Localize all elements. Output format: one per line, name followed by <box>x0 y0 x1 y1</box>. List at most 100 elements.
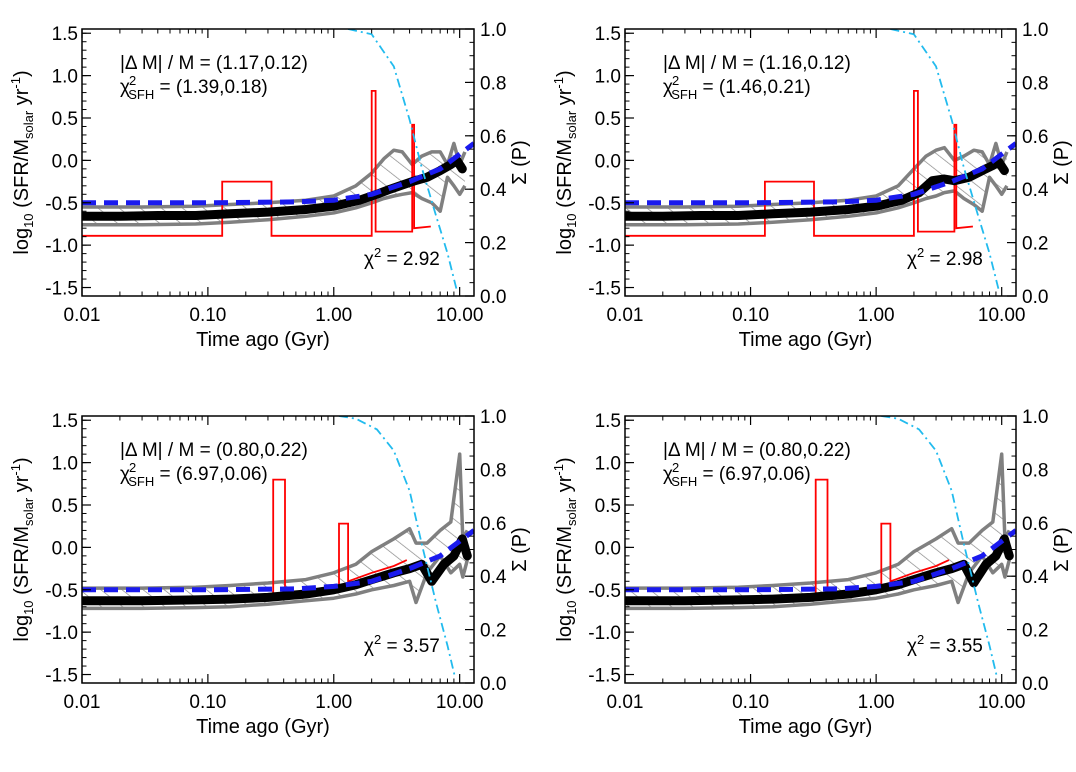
y-tick-label: 1.0 <box>52 67 78 88</box>
y-tick-label: 0.0 <box>595 538 621 559</box>
x-tick-label: 0.10 <box>732 692 769 713</box>
y-tick-label: -0.5 <box>45 194 78 215</box>
y2-axis-title: Σ (P) <box>509 140 531 185</box>
y2-tick-label: 1.0 <box>1022 20 1048 41</box>
x-tick-label: 10.00 <box>436 692 484 713</box>
x-tick-label: 10.00 <box>978 692 1026 713</box>
y-tick-label: 1.5 <box>595 24 621 45</box>
y2-tick-label: 0.6 <box>480 127 506 148</box>
y-tick-label: -0.5 <box>588 194 621 215</box>
band-lower-line <box>82 554 469 611</box>
y2-axis-title: Σ (P) <box>509 527 531 572</box>
model-fit-dashed-line <box>625 528 1016 593</box>
y2-tick-label: 1.0 <box>480 20 506 41</box>
chi2-annotation: χ2 = 3.57 <box>364 632 440 657</box>
y-tick-label: 1.0 <box>52 454 78 475</box>
mass-residual-annotation: |Δ M| / M = (1.17,0.12) <box>120 53 308 74</box>
y2-tick-label: 0.6 <box>1022 514 1048 535</box>
y2-tick-label: 0.2 <box>1022 621 1048 642</box>
y-tick-label: 0.0 <box>52 538 78 559</box>
mass-residual-annotation: |Δ M| / M = (0.80,0.22) <box>663 440 851 461</box>
y-tick-label: 0.5 <box>595 109 621 130</box>
mass-residual-annotation: |Δ M| / M = (1.16,0.12) <box>663 53 851 74</box>
y-tick-label: -0.5 <box>588 581 621 602</box>
y2-tick-label: 0.2 <box>480 621 506 642</box>
x-tick-label: 1.00 <box>858 305 895 326</box>
y-axis-title: log10 (SFR/Msolar yr-1) <box>551 457 579 641</box>
chi2-sfh-annotation: χ2 SFH = (1.46,0.21) <box>663 73 811 102</box>
model-fit-dashed-line <box>82 528 474 593</box>
model-fit-dashed-line <box>82 141 474 206</box>
mass-residual-annotation: |Δ M| / M = (0.80,0.22) <box>120 440 308 461</box>
y-tick-label: 0.0 <box>52 151 78 172</box>
y2-axis-title: Σ (P) <box>1051 140 1073 185</box>
y2-tick-label: 0.0 <box>480 674 506 695</box>
y2-tick-label: 0.4 <box>480 180 507 201</box>
y-tick-label: -0.5 <box>45 581 78 602</box>
y-tick-label: -1.5 <box>45 279 78 300</box>
y2-tick-label: 0.2 <box>480 234 506 255</box>
uncertainty-band-hatch <box>625 454 1010 609</box>
y-tick-label: -1.5 <box>588 279 621 300</box>
model-fit-dashed-line <box>625 141 1016 206</box>
band-lower-line <box>625 554 1011 611</box>
panel-top-left: 0.01 0.10 1.00 10.00 -1.5 -1.0 -0.5 0.0 0.5 1.0 1.… <box>8 20 531 351</box>
y-tick-label: -1.5 <box>45 666 78 687</box>
plot-area <box>82 416 474 678</box>
y-axis-title: log10 (SFR/Msolar yr-1) <box>551 70 579 254</box>
band-upper-line <box>82 452 469 590</box>
cumulative-probability-line <box>881 416 998 678</box>
x-tick-label: 1.00 <box>315 305 352 326</box>
input-sfh-line <box>625 90 973 237</box>
x-tick-label: 1.00 <box>858 692 895 713</box>
y2-axis-title: Σ (P) <box>1051 527 1073 572</box>
x-tick-label: 0.10 <box>189 692 226 713</box>
y2-tick-label: 0.0 <box>1022 674 1048 695</box>
x-tick-label: 0.01 <box>64 305 101 326</box>
input-sfh-line <box>82 90 431 237</box>
x-axis-title: Time ago (Gyr) <box>196 329 330 351</box>
y-axis-title: log10 (SFR/Msolar yr-1) <box>8 70 36 254</box>
y-tick-label: -1.0 <box>45 623 78 644</box>
plot-area <box>625 29 1016 291</box>
y2-tick-label: 0.2 <box>1022 234 1048 255</box>
y2-tick-label: 0.8 <box>1022 73 1048 94</box>
x-tick-label: 1.00 <box>315 692 352 713</box>
y2-tick-label: 0.8 <box>480 73 506 94</box>
y-tick-label: 0.5 <box>52 109 78 130</box>
y-tick-label: 0.0 <box>595 151 621 172</box>
y-tick-label: 1.5 <box>52 411 78 432</box>
x-tick-label: 10.00 <box>978 305 1026 326</box>
panel-bottom-left: 0.01 0.10 1.00 10.00 -1.5 -1.0 -0.5 0.0 0.5 1.0 1.… <box>8 407 531 738</box>
y2-tick-label: 0.4 <box>480 567 507 588</box>
y-tick-label: 0.5 <box>52 496 78 517</box>
cumulative-probability-line <box>347 29 458 291</box>
y2-tick-label: 0.0 <box>480 287 506 308</box>
y2-tick-label: 0.0 <box>1022 287 1048 308</box>
y-tick-label: -1.0 <box>588 623 621 644</box>
band-lower-line <box>625 175 1009 227</box>
y2-tick-label: 0.4 <box>1022 567 1049 588</box>
band-lower-line <box>82 175 467 227</box>
y2-tick-label: 1.0 <box>480 407 506 428</box>
band-upper-line <box>625 141 1009 209</box>
cumulative-probability-line <box>338 416 456 678</box>
y-tick-label: -1.0 <box>588 236 621 257</box>
chi2-sfh-annotation: χ2 SFH = (6.97,0.06) <box>120 460 268 489</box>
x-axis-title: Time ago (Gyr) <box>739 716 873 738</box>
band-upper-line <box>625 452 1011 590</box>
panel-top-right: 0.01 0.10 1.00 10.00 -1.5 -1.0 -0.5 0.0 0.5 1.0 1.… <box>551 20 1073 351</box>
y2-tick-label: 0.8 <box>1022 460 1048 481</box>
x-tick-label: 10.00 <box>436 305 484 326</box>
y-tick-label: 1.0 <box>595 454 621 475</box>
uncertainty-band-hatch <box>82 454 468 609</box>
x-axis-title: Time ago (Gyr) <box>196 716 330 738</box>
chi2-annotation: χ2 = 2.98 <box>907 245 983 270</box>
y2-tick-label: 0.6 <box>1022 127 1048 148</box>
x-axis-title: Time ago (Gyr) <box>739 329 873 351</box>
plot-area <box>82 29 474 291</box>
y2-tick-label: 0.4 <box>1022 180 1049 201</box>
x-tick-label: 0.10 <box>732 305 769 326</box>
plot-area <box>625 416 1016 678</box>
y-tick-label: 1.0 <box>595 67 621 88</box>
